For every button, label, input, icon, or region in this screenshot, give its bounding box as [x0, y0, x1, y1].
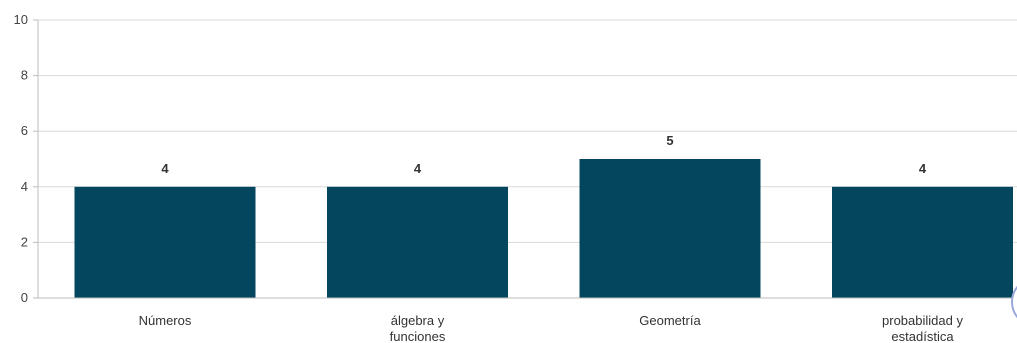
x-category-label: Geometría [639, 313, 701, 328]
x-category-label: Números [139, 313, 192, 328]
y-tick-label: 0 [21, 290, 28, 305]
data-label: 4 [161, 161, 169, 176]
bar[interactable] [579, 159, 761, 298]
x-category-label-line: álgebra y [391, 313, 445, 328]
x-category-label: álgebra y funciones [390, 313, 446, 343]
y-tick-label: 2 [21, 234, 28, 249]
x-axis-labels: Números álgebra y funciones Geometría probab… [139, 313, 964, 343]
x-category-label-line: estadística [891, 329, 954, 343]
x-category-label-line: funciones [390, 329, 446, 343]
y-tick-label: 8 [21, 68, 28, 83]
data-label: 4 [919, 161, 927, 176]
data-label: 5 [666, 133, 673, 148]
bars [74, 159, 1013, 298]
data-label: 4 [414, 161, 422, 176]
x-category-label: probabilidad y estadística [882, 313, 963, 343]
bar[interactable] [832, 186, 1013, 298]
bar[interactable] [74, 186, 256, 298]
bar[interactable] [327, 186, 508, 298]
data-labels: 4 4 5 4 [161, 133, 927, 176]
floating-action-button[interactable] [1011, 278, 1017, 326]
y-axis-ticks: 0 2 4 6 8 10 [14, 12, 38, 305]
y-tick-label: 6 [21, 123, 28, 138]
y-tick-label: 10 [14, 12, 28, 27]
x-category-label-line: Geometría [639, 313, 701, 328]
y-tick-label: 4 [21, 179, 28, 194]
x-category-label-line: Números [139, 313, 192, 328]
x-category-label-line: probabilidad y [882, 313, 963, 328]
